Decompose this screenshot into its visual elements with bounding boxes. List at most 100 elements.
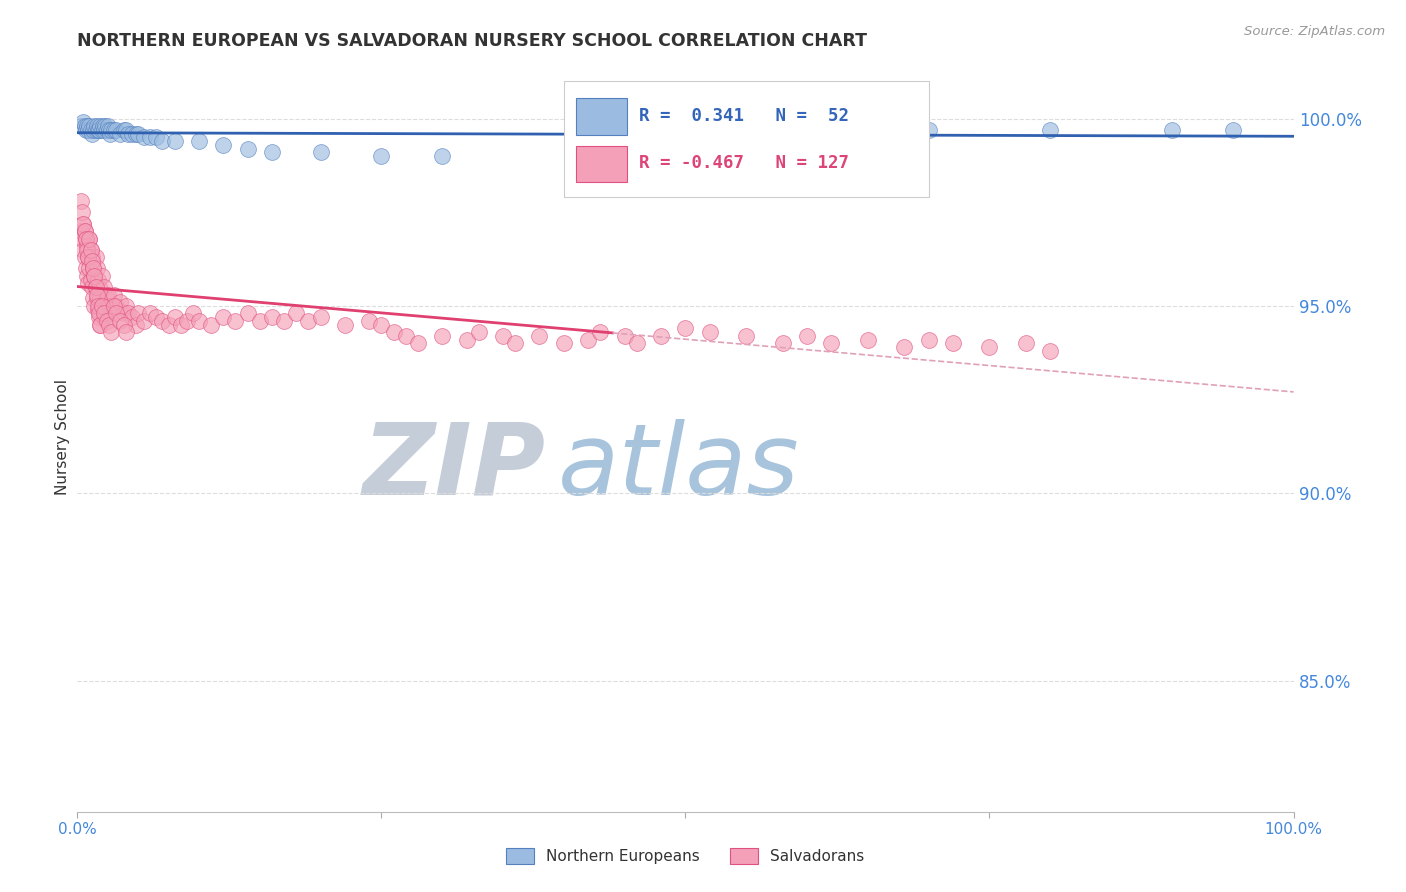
Point: [134, 130, 156, 145]
Point: [108, 295, 131, 310]
Point: [89, 318, 111, 332]
Point: [83, 119, 105, 133]
Point: [82, 261, 104, 276]
Point: [82, 261, 104, 276]
Point: [86, 119, 108, 133]
Point: [856, 333, 879, 347]
Legend: Northern Europeans, Salvadorans: Northern Europeans, Salvadorans: [499, 840, 872, 871]
Point: [89, 318, 111, 332]
Point: [75, 231, 97, 245]
Point: [333, 318, 356, 332]
Point: [893, 340, 915, 354]
Point: [1015, 336, 1038, 351]
Point: [90, 299, 112, 313]
Point: [84, 123, 107, 137]
Point: [76, 268, 98, 283]
Point: [430, 329, 453, 343]
Point: [200, 318, 222, 332]
Point: [72, 217, 94, 231]
Text: atlas: atlas: [558, 418, 800, 516]
Point: [127, 306, 149, 320]
Point: [93, 306, 115, 320]
Point: [370, 149, 392, 163]
Text: NORTHERN EUROPEAN VS SALVADORAN NURSERY SCHOOL CORRELATION CHART: NORTHERN EUROPEAN VS SALVADORAN NURSERY …: [77, 32, 868, 50]
Point: [699, 325, 721, 339]
Point: [553, 336, 575, 351]
Point: [73, 119, 96, 133]
Point: [115, 123, 138, 137]
Point: [395, 329, 418, 343]
Point: [589, 325, 612, 339]
Point: [152, 134, 174, 148]
Point: [370, 318, 392, 332]
Point: [73, 224, 96, 238]
Point: [80, 273, 103, 287]
Point: [117, 306, 139, 320]
Point: [105, 299, 128, 313]
Point: [83, 268, 105, 283]
Point: [942, 336, 965, 351]
Point: [87, 273, 110, 287]
Point: [112, 306, 135, 320]
Point: [103, 299, 125, 313]
Y-axis label: Nursery School: Nursery School: [55, 379, 70, 495]
Point: [100, 123, 122, 137]
Point: [1039, 343, 1062, 358]
Point: [406, 336, 429, 351]
Point: [89, 310, 111, 325]
Point: [90, 268, 112, 283]
Point: [72, 243, 94, 257]
Point: [108, 127, 131, 141]
Point: [79, 231, 101, 245]
Point: [735, 329, 758, 343]
Point: [76, 239, 98, 253]
Point: [73, 224, 96, 238]
Point: [181, 306, 204, 320]
Point: [79, 231, 101, 245]
Point: [1161, 123, 1184, 137]
Point: [796, 127, 818, 141]
Point: [91, 119, 114, 133]
Point: [72, 217, 94, 231]
Point: [650, 329, 672, 343]
Point: [70, 224, 93, 238]
Point: [576, 333, 599, 347]
Point: [382, 325, 405, 339]
Point: [260, 310, 283, 325]
Point: [675, 321, 697, 335]
Point: [87, 299, 110, 313]
Point: [103, 123, 125, 137]
Point: [83, 268, 105, 283]
Point: [249, 314, 271, 328]
Point: [125, 127, 148, 141]
Point: [90, 299, 112, 313]
Point: [112, 123, 135, 137]
Point: [121, 310, 143, 325]
Point: [83, 299, 105, 313]
Point: [796, 329, 818, 343]
Point: [1222, 123, 1244, 137]
Point: [100, 306, 122, 320]
Point: [145, 310, 167, 325]
Point: [76, 243, 98, 257]
Point: [89, 306, 111, 320]
Point: [115, 325, 138, 339]
Point: [359, 314, 381, 328]
Point: [70, 205, 93, 219]
Point: [96, 292, 118, 306]
Point: [86, 261, 108, 276]
Point: [820, 336, 842, 351]
FancyBboxPatch shape: [564, 81, 929, 197]
Point: [89, 119, 111, 133]
Point: [93, 310, 115, 325]
Point: [96, 314, 118, 328]
Text: Source: ZipAtlas.com: Source: ZipAtlas.com: [1244, 25, 1385, 38]
Point: [97, 318, 120, 332]
Point: [103, 287, 125, 301]
Point: [105, 123, 128, 137]
Point: [86, 292, 108, 306]
Point: [75, 231, 97, 245]
Point: [86, 287, 108, 301]
Point: [176, 314, 198, 328]
FancyBboxPatch shape: [576, 98, 627, 135]
